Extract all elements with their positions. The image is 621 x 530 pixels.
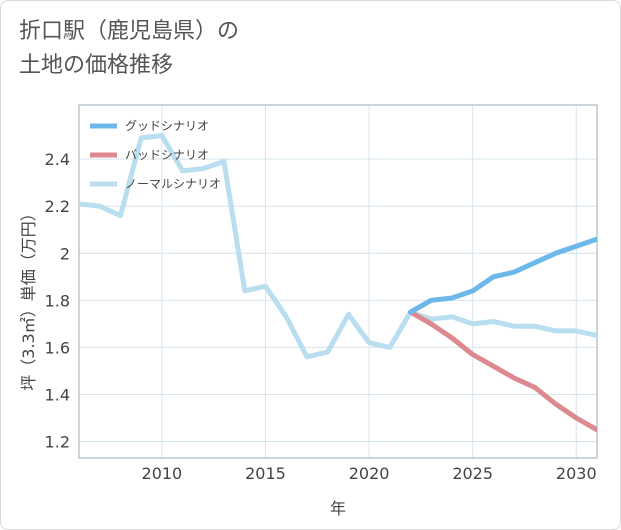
y-tick-label: 2 [60,244,70,263]
series-line-1 [408,309,597,433]
series-line-2 [79,133,597,360]
y-tick-label: 2.2 [45,197,70,216]
chart-title-line2: 土地の価格推移 [19,53,174,78]
x-tick-label: 2030 [556,464,597,483]
x-tick-label: 2010 [142,464,183,483]
legend-label-2: ノーマルシナリオ [125,177,221,191]
y-axis-title: 坪（3.3㎡）単価（万円） [19,205,38,390]
y-tick-label: 1.8 [45,291,70,310]
y-tick-label: 1.4 [45,385,70,404]
y-tick-label: 1.2 [45,433,70,452]
chart-title-line1: 折口駅（鹿児島県）の [19,19,240,44]
x-tick-label: 2015 [245,464,286,483]
y-tick-label: 1.6 [45,338,70,357]
x-axis-title: 年 [330,499,346,518]
series-line-0 [408,236,597,315]
x-tick-label: 2020 [349,464,390,483]
chart-title: 折口駅（鹿児島県）の 土地の価格推移 [19,15,239,83]
plot-frame [78,104,598,459]
y-tick-label: 2.4 [45,150,70,169]
x-tick-label: 2025 [452,464,493,483]
legend-label-1: バッドシナリオ [125,148,209,162]
legend-label-0: グッドシナリオ [125,119,209,133]
